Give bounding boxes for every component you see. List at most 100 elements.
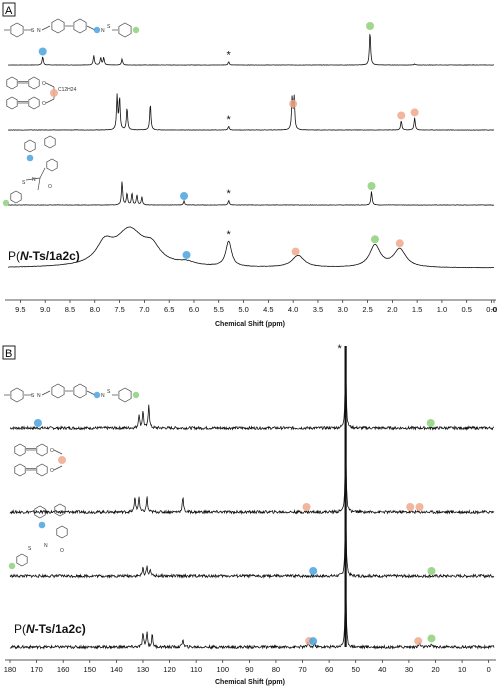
peak-marker-dot <box>309 637 318 646</box>
solvent-asterisk: * <box>227 229 232 241</box>
x-tick-label: 5.0 <box>238 305 248 314</box>
atom-label: N <box>44 543 48 549</box>
benzene-ring <box>10 22 24 38</box>
benzene-ring <box>56 525 68 539</box>
x-tick-label: 6.5 <box>164 305 174 314</box>
x-tick-label: 90 <box>245 665 253 674</box>
polymer-label-part: P( <box>14 622 26 636</box>
peak-marker-dot <box>426 418 435 427</box>
atom-label: O <box>42 81 46 87</box>
x-tick-label: 0.5 <box>462 305 472 314</box>
structure-marker-dot <box>132 391 140 399</box>
x-tick-label: 2.0 <box>387 305 397 314</box>
panel-a-spectra: * * * * P(N-Ts/1a2c) <box>7 22 495 269</box>
x-tick-label: 9.5 <box>15 305 25 314</box>
peak-marker-dot <box>370 235 379 244</box>
peak-marker-dot <box>427 566 436 575</box>
benzene-ring <box>10 190 22 204</box>
atom-label: O <box>60 548 64 554</box>
structure-marker-dot <box>93 26 101 34</box>
bond <box>45 82 55 88</box>
benzene-ring <box>10 387 24 403</box>
spectrum-line-2 <box>9 442 495 515</box>
benzene-ring <box>36 443 48 457</box>
x-tick-label: 9.0 <box>40 305 50 314</box>
spectrum-line-2 <box>7 93 495 131</box>
peak-marker-dot <box>180 191 189 200</box>
x-tick-label: 1.5 <box>412 305 422 314</box>
peak-marker-dot <box>367 181 376 190</box>
peak-marker-dot <box>38 47 47 56</box>
x-tick-label: 40 <box>378 665 386 674</box>
x-tick-label: 150 <box>84 665 97 674</box>
panel-b-solvent-asterisk: * <box>337 343 342 355</box>
x-tick-label: 2.5 <box>362 305 372 314</box>
panel-b-letter: B <box>5 348 12 360</box>
x-tick-label: 0.0 <box>486 305 496 314</box>
x-tick-label: 100 <box>216 665 229 674</box>
benzene-ring <box>51 18 65 34</box>
peak-marker-dot <box>410 108 419 117</box>
x-tick-label: 50 <box>352 665 360 674</box>
substituent-label: C12H24 <box>58 87 77 93</box>
polymer-label: P(N-Ts/1a2c) <box>8 249 80 263</box>
solvent-asterisk: * <box>227 114 232 126</box>
polymer-label: P(N-Ts/1a2c) <box>14 622 86 636</box>
panel-a-letter-box <box>2 2 16 17</box>
peak-marker-dot <box>415 502 424 511</box>
panel-b-spectra: P(N-Ts/1a2c) * <box>9 343 495 650</box>
x-tick-label: 4.0 <box>288 305 298 314</box>
polymer-label-part: N <box>26 622 35 636</box>
spectrum-line-4 <box>7 226 495 269</box>
x-tick-label: 7.5 <box>114 305 124 314</box>
benzene-ring <box>14 463 26 477</box>
bond <box>53 465 63 471</box>
polymer-label-part: N <box>20 249 29 263</box>
benzene-ring <box>73 383 87 399</box>
structure-marker-dot <box>50 89 58 97</box>
atom-label: S <box>31 393 35 399</box>
atom-label: S <box>107 24 111 30</box>
atom-label: O <box>50 468 54 474</box>
atom-label: O <box>50 448 54 454</box>
panel-b-x-ticks: 180 170 160 150 140 130 120 110 100 90 80 70 60 50 40 3… <box>4 660 491 674</box>
x-tick-label: 130 <box>137 665 150 674</box>
solvent-asterisk: * <box>227 50 232 62</box>
x-tick-label: 0 <box>487 665 491 674</box>
peak-marker-dot <box>366 22 375 30</box>
solvent-asterisk: * <box>227 188 232 200</box>
benzene-ring <box>118 22 132 38</box>
peak-marker-dot <box>414 637 423 646</box>
atom-label: N <box>101 393 105 399</box>
x-tick-label: 20 <box>431 665 439 674</box>
structure-marker-dot <box>58 456 66 464</box>
benzene-ring <box>44 135 56 149</box>
spectrum-line-1 <box>9 358 495 431</box>
structure-marker-dot <box>38 521 46 529</box>
x-tick-label: 170 <box>30 665 43 674</box>
x-tick-label: 70 <box>298 665 306 674</box>
bond <box>39 167 46 179</box>
peak-marker-dot <box>291 247 300 256</box>
benzene-ring <box>28 76 40 90</box>
atom-label: O <box>48 184 52 190</box>
panel-b-x-axis-title: Chemical Shift (ppm) <box>215 679 285 686</box>
benzene-ring <box>6 76 18 90</box>
panel-b-13c-nmr: B P(N-Ts/1a2c)* 180 170 160 150 140 130 120 110… <box>2 343 496 686</box>
x-tick-label: 7.0 <box>139 305 149 314</box>
x-tick-label: 8.0 <box>90 305 100 314</box>
atom-label: S <box>28 546 32 552</box>
atom-label: N <box>37 28 41 34</box>
atom-label: N <box>37 393 41 399</box>
structure-marker-dot <box>93 391 101 399</box>
peak-marker-dot <box>33 418 42 427</box>
atom-label: N <box>32 177 36 183</box>
x-tick-label: 4.5 <box>263 305 273 314</box>
peak-marker-dot <box>395 239 404 248</box>
structure-marker-dot <box>132 26 140 34</box>
structure-marker-dot <box>8 562 16 570</box>
benzene-ring <box>34 505 46 519</box>
atom-label: N <box>101 28 105 34</box>
